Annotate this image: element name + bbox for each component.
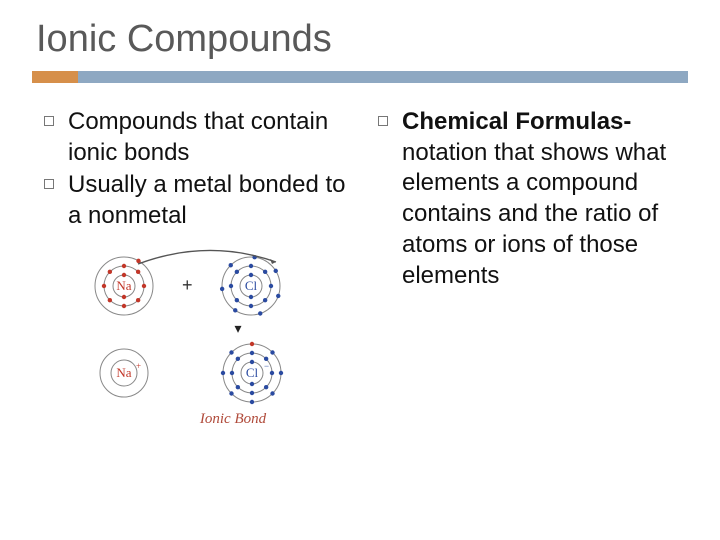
list-item: Chemical Formulas- notation that shows w… <box>378 107 688 291</box>
diagram-bottom-row: Na + Cl− <box>92 341 354 405</box>
svg-text:Na: Na <box>116 278 131 293</box>
bullet-icon <box>44 179 54 189</box>
plus-icon: + <box>182 275 193 296</box>
diagram-caption: Ionic Bond <box>112 411 354 428</box>
ruler-accent <box>32 71 78 83</box>
list-item: Usually a metal bonded to a nonmetal <box>44 170 354 231</box>
left-column: Compounds that contain ionic bonds Usual… <box>32 107 354 428</box>
bullet-icon <box>44 116 54 126</box>
na-ion-icon: Na + <box>92 341 156 405</box>
arrow-down-icon: ▾ <box>122 320 354 337</box>
bold-term: Chemical Formulas- <box>402 108 631 135</box>
bullet-text: Compounds that contain ionic bonds <box>68 107 354 168</box>
content-columns: Compounds that contain ionic bonds Usual… <box>32 107 688 428</box>
ionic-bond-diagram: Na + Cl ▾ Na+ Cl− Ionic Bond <box>92 254 354 428</box>
diagram-top-row: Na + Cl <box>92 254 354 318</box>
svg-text:Cl: Cl <box>244 278 257 293</box>
svg-text:+: + <box>136 361 141 371</box>
slide: Ionic Compounds Compounds that contain i… <box>0 0 720 540</box>
ruler-bar <box>78 71 688 83</box>
title-underline <box>32 71 688 83</box>
page-title: Ionic Compounds <box>36 18 688 61</box>
svg-text:Cl: Cl <box>246 365 259 380</box>
definition-text: notation that shows what elements a comp… <box>402 139 666 289</box>
svg-text:Na: Na <box>116 365 131 380</box>
bullet-icon <box>378 116 388 126</box>
list-item: Compounds that contain ionic bonds <box>44 107 354 168</box>
cl-ion-icon: Cl− <box>220 341 284 405</box>
bullet-text: Usually a metal bonded to a nonmetal <box>68 170 354 231</box>
bullet-text: Chemical Formulas- notation that shows w… <box>402 107 688 291</box>
svg-text:−: − <box>264 361 269 371</box>
right-column: Chemical Formulas- notation that shows w… <box>366 107 688 428</box>
transfer-arrow-icon <box>108 240 308 270</box>
